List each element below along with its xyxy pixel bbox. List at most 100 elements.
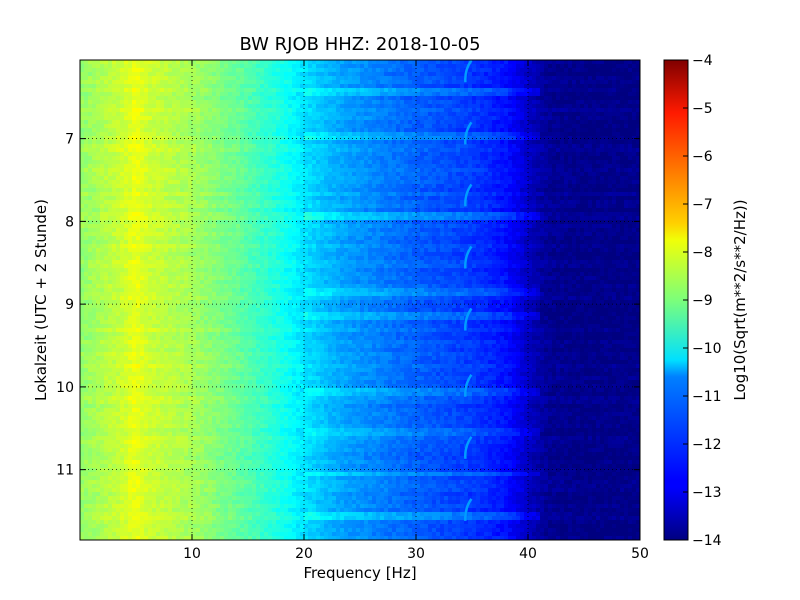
heatmap-cell [80, 124, 85, 129]
heatmap-cell [408, 76, 413, 81]
heatmap-cell [388, 136, 393, 141]
heatmap-cell [612, 144, 617, 149]
heatmap-cell [352, 104, 357, 109]
heatmap-cell [120, 140, 125, 145]
heatmap-cell [460, 172, 465, 177]
heatmap-cell [404, 88, 409, 93]
heatmap-cell [404, 136, 409, 141]
heatmap-cell [544, 196, 549, 201]
heatmap-cell [404, 128, 409, 133]
heatmap-cell [264, 92, 269, 97]
heatmap-cell [96, 112, 101, 117]
heatmap-cell [460, 80, 465, 85]
heatmap-cell [328, 164, 333, 169]
heatmap-cell [452, 120, 457, 125]
heatmap-cell [492, 132, 497, 137]
heatmap-cell [248, 72, 253, 77]
heatmap-cell [320, 148, 325, 153]
heatmap-cell [436, 80, 441, 85]
heatmap-cell [392, 100, 397, 105]
heatmap-cell [328, 192, 333, 197]
heatmap-cell [344, 168, 349, 173]
heatmap-cell [112, 100, 117, 105]
heatmap-cell [112, 96, 117, 101]
heatmap-cell [476, 180, 481, 185]
heatmap-cell [388, 184, 393, 189]
heatmap-cell [388, 88, 393, 93]
heatmap-cell [264, 100, 269, 105]
heatmap-cell [352, 96, 357, 101]
heatmap-cell [128, 88, 133, 93]
heatmap-cell [328, 84, 333, 89]
heatmap-cell [588, 108, 593, 113]
heatmap-cell [140, 68, 145, 73]
heatmap-cell [96, 116, 101, 121]
heatmap-cell [112, 64, 117, 69]
heatmap-cell [360, 100, 365, 105]
heatmap-cell [400, 168, 405, 173]
heatmap-cell [192, 164, 197, 169]
heatmap-cell [452, 156, 457, 161]
heatmap-cell [612, 152, 617, 157]
heatmap-cell [536, 84, 541, 89]
heatmap-cell [408, 176, 413, 181]
heatmap-cell [128, 168, 133, 173]
heatmap-cell [324, 156, 329, 161]
heatmap-cell [284, 68, 289, 73]
heatmap-cell [628, 104, 633, 109]
heatmap-cell [248, 156, 253, 161]
heatmap-cell [300, 200, 305, 205]
heatmap-cell [468, 152, 473, 157]
heatmap-cell [96, 160, 101, 165]
heatmap-cell [244, 140, 249, 145]
heatmap-cell [432, 100, 437, 105]
heatmap-cell [84, 64, 89, 69]
heatmap-cell [248, 188, 253, 193]
heatmap-cell [384, 156, 389, 161]
heatmap-cell [544, 68, 549, 73]
heatmap-cell [148, 168, 153, 173]
heatmap-cell [108, 140, 113, 145]
heatmap-cell [636, 112, 640, 117]
heatmap-cell [464, 104, 469, 109]
heatmap-cell [156, 120, 161, 125]
heatmap-cell [604, 180, 609, 185]
heatmap-cell [456, 64, 461, 69]
heatmap-cell [268, 164, 273, 169]
heatmap-cell [536, 108, 541, 113]
heatmap-cell [360, 64, 365, 69]
heatmap-cell [536, 136, 541, 141]
heatmap-cell [604, 88, 609, 93]
heatmap-cell [432, 164, 437, 169]
heatmap-cell [240, 172, 245, 177]
heatmap-cell [192, 80, 197, 85]
heatmap-cell [128, 172, 133, 177]
heatmap-cell [492, 140, 497, 145]
heatmap-cell [520, 192, 525, 197]
heatmap-cell [252, 100, 257, 105]
heatmap-cell [252, 136, 257, 141]
heatmap-cell [304, 140, 309, 145]
heatmap-cell [336, 132, 341, 137]
heatmap-cell [608, 192, 613, 197]
heatmap-cell [408, 148, 413, 153]
heatmap-cell [140, 144, 145, 149]
heatmap-cell [264, 104, 269, 109]
heatmap-cell [532, 120, 537, 125]
heatmap-cell [616, 88, 621, 93]
heatmap-cell [604, 156, 609, 161]
heatmap-cell [516, 64, 521, 69]
heatmap-cell [124, 128, 129, 133]
heatmap-cell [600, 168, 605, 173]
heatmap-cell [180, 104, 185, 109]
heatmap-cell [504, 72, 509, 77]
heatmap-cell [316, 172, 321, 177]
heatmap-cell [480, 96, 485, 101]
heatmap-cell [300, 160, 305, 165]
heatmap-cell [300, 120, 305, 125]
heatmap-cell [560, 196, 565, 201]
heatmap-cell [276, 68, 281, 73]
heatmap-cell [204, 176, 209, 181]
heatmap-cell [392, 112, 397, 117]
heatmap-cell [384, 108, 389, 113]
